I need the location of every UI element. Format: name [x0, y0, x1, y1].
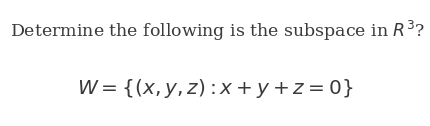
- Text: $W =\{(x,y,z){:}x+y+z=0\}$: $W =\{(x,y,z){:}x+y+z=0\}$: [77, 76, 353, 100]
- Text: Determine the following is the subspace in $R^{3}$?: Determine the following is the subspace …: [10, 19, 425, 43]
